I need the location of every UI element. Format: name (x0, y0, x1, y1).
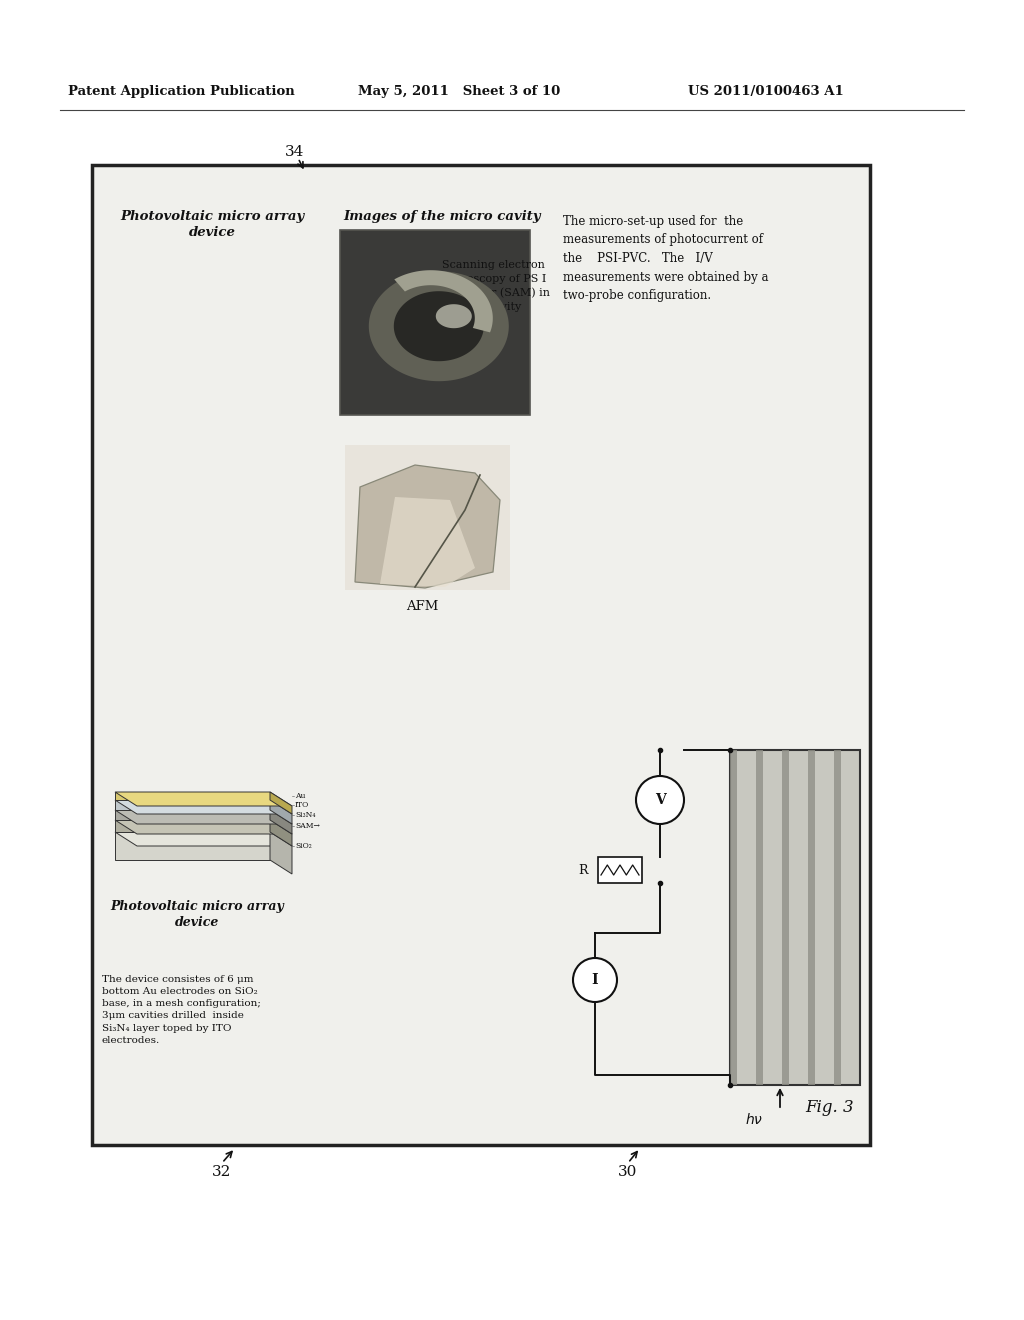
Polygon shape (394, 292, 483, 362)
Bar (782, 750, 790, 1085)
Polygon shape (115, 820, 270, 832)
Polygon shape (369, 271, 509, 381)
Bar (834, 750, 841, 1085)
Bar (730, 750, 737, 1085)
Polygon shape (270, 792, 292, 814)
Text: I: I (592, 973, 598, 987)
Text: 32: 32 (212, 1166, 231, 1179)
Text: V: V (654, 793, 666, 807)
Text: The device consistes of 6 μm
bottom Au electrodes on SiO₂
base, in a mesh config: The device consistes of 6 μm bottom Au e… (102, 975, 261, 1044)
Bar (756, 750, 763, 1085)
Bar (730, 750, 860, 1085)
Bar (92, 165, 870, 1144)
Polygon shape (115, 810, 270, 820)
Polygon shape (436, 304, 472, 329)
Polygon shape (115, 800, 270, 810)
Polygon shape (115, 792, 292, 807)
Text: R: R (579, 863, 588, 876)
Polygon shape (355, 465, 500, 587)
Polygon shape (115, 792, 270, 800)
Text: Fig. 3: Fig. 3 (805, 1100, 854, 1117)
Text: 34: 34 (285, 145, 304, 158)
Text: AFM: AFM (406, 601, 438, 612)
Text: SAM→: SAM→ (295, 822, 319, 830)
Polygon shape (270, 800, 292, 824)
Bar (345, 445, 510, 590)
Polygon shape (394, 271, 493, 333)
Polygon shape (115, 832, 270, 861)
Polygon shape (115, 800, 292, 814)
Bar (598, 857, 642, 883)
Text: May 5, 2011   Sheet 3 of 10: May 5, 2011 Sheet 3 of 10 (358, 86, 560, 99)
Polygon shape (270, 832, 292, 874)
Text: $h\nu$: $h\nu$ (745, 1113, 763, 1127)
Text: Si₃N₄: Si₃N₄ (295, 810, 315, 818)
Text: Photovoltaic micro array
device: Photovoltaic micro array device (120, 210, 304, 239)
Bar (808, 750, 815, 1085)
Polygon shape (115, 832, 292, 846)
Bar (340, 230, 530, 414)
Text: Images of the micro cavity: Images of the micro cavity (343, 210, 541, 223)
Text: Photovoltaic micro array
device: Photovoltaic micro array device (111, 900, 284, 929)
Polygon shape (115, 820, 292, 834)
Circle shape (573, 958, 617, 1002)
Text: Scanning electron
microscopy of PS I
monolayer (SAM) in
the cavity: Scanning electron microscopy of PS I mon… (437, 260, 550, 312)
Polygon shape (380, 498, 475, 587)
Text: Au: Au (295, 792, 305, 800)
Text: The micro-set-up used for  the
measurements of photocurrent of
the    PSI-PVC.  : The micro-set-up used for the measuremen… (563, 215, 768, 302)
Text: ITO: ITO (295, 801, 309, 809)
Text: US 2011/0100463 A1: US 2011/0100463 A1 (688, 86, 844, 99)
Text: 30: 30 (618, 1166, 637, 1179)
Text: SiO₂: SiO₂ (295, 842, 311, 850)
Polygon shape (115, 810, 292, 824)
Polygon shape (270, 820, 292, 846)
Text: Patent Application Publication: Patent Application Publication (68, 86, 295, 99)
Polygon shape (270, 810, 292, 834)
Circle shape (636, 776, 684, 824)
